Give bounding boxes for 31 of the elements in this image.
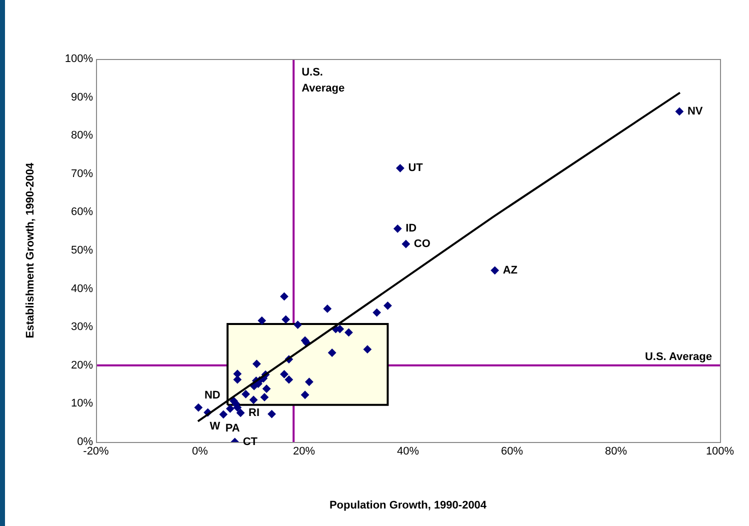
x-tick-label: 20% xyxy=(292,446,316,458)
ref-line-label: U.S. Average xyxy=(644,350,712,363)
ref-line-label: U.S. Average xyxy=(302,66,345,95)
annotation: CT xyxy=(242,436,258,448)
y-tick-label: 70% xyxy=(70,168,94,180)
y-tick-label: 90% xyxy=(70,91,94,104)
x-tick-label: 60% xyxy=(500,446,524,458)
y-tick-label: 60% xyxy=(70,206,94,218)
x-axis-title: Population Growth, 1990-2004 xyxy=(329,499,488,512)
annotation: ND xyxy=(204,390,220,402)
y-tick-label: 30% xyxy=(70,321,94,334)
annotation: W xyxy=(210,420,221,433)
x-tick-label: -20% xyxy=(83,446,110,458)
y-tick-label: 80% xyxy=(70,130,94,142)
x-tick-label: 0% xyxy=(192,446,208,458)
y-tick-label: 20% xyxy=(70,359,94,372)
annotation: NV xyxy=(687,106,704,118)
annotation: RI xyxy=(248,406,260,419)
annotation: ID xyxy=(406,222,417,235)
y-tick-label: 100% xyxy=(64,53,94,66)
y-tick-label: 50% xyxy=(70,244,94,257)
x-tick-label: 80% xyxy=(604,446,628,458)
annotation: PA xyxy=(225,422,240,434)
annotation: AZ xyxy=(502,264,518,276)
x-tick-label: 40% xyxy=(396,446,420,458)
annotation: UT xyxy=(408,162,424,174)
y-tick-label: 10% xyxy=(70,398,94,410)
y-axis-title: Establishment Growth, 1990-2004 xyxy=(24,162,37,338)
y-tick-label: 40% xyxy=(70,282,94,295)
annotation: CO xyxy=(414,238,431,250)
x-tick-label: 100% xyxy=(706,446,734,458)
